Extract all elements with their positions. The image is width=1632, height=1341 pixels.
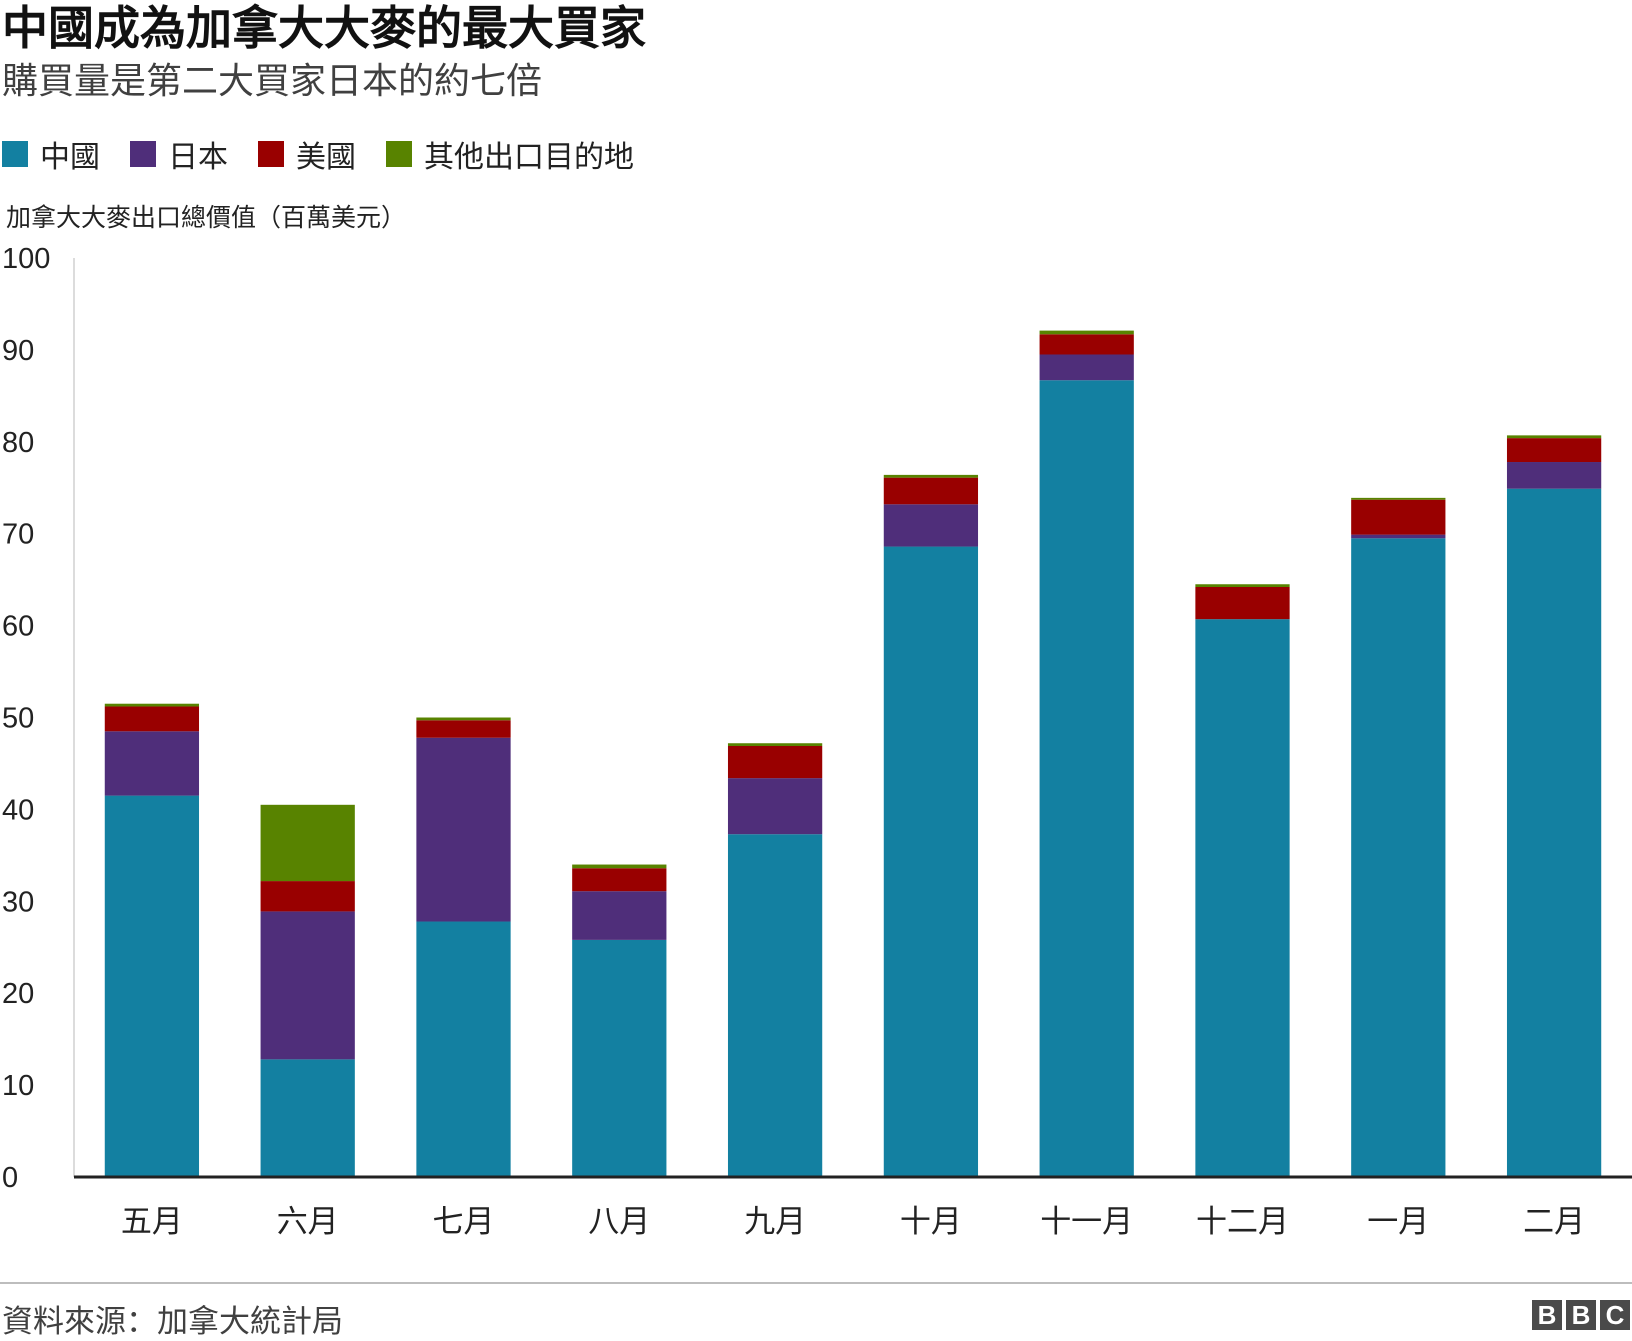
y-tick-label: 50 <box>2 703 34 735</box>
bar-segment-usa <box>416 720 511 738</box>
legend-swatch-japan <box>130 141 156 167</box>
bar-segment-usa <box>572 868 667 892</box>
bar-segment-japan <box>1039 354 1134 381</box>
y-tick-label: 10 <box>2 1070 34 1102</box>
bar-segment-china <box>104 795 200 1177</box>
bar-segment-usa <box>1351 499 1446 535</box>
bar-segment-japan <box>572 891 667 940</box>
legend-item-japan: 日本 <box>130 132 228 176</box>
y-tick-label: 80 <box>2 427 34 459</box>
bar-segment-japan <box>1351 534 1446 539</box>
bar-segment-china <box>260 1059 355 1177</box>
legend-item-china: 中國 <box>2 132 100 176</box>
x-tick-label: 十一月 <box>1040 1204 1133 1240</box>
legend-label-japan: 日本 <box>168 140 228 175</box>
bbc-logo: B B C <box>1532 1300 1630 1330</box>
y-tick-label: 30 <box>2 886 34 918</box>
footer-divider <box>0 1282 1632 1284</box>
bar-segment-japan <box>883 504 979 547</box>
y-tick-label: 20 <box>2 978 34 1010</box>
bar-segment-usa <box>104 706 200 732</box>
bbc-logo-letter: C <box>1600 1300 1630 1330</box>
x-tick-label: 六月 <box>277 1204 339 1240</box>
bar-segment-china <box>1039 380 1134 1177</box>
x-tick-label: 十二月 <box>1196 1204 1289 1240</box>
y-axis-label: 加拿大大麥出口總價值（百萬美元） <box>6 203 407 232</box>
bar-segment-china <box>1506 488 1602 1177</box>
bar-segment-japan <box>260 911 355 1060</box>
bar-segment-china <box>727 834 823 1177</box>
bar-segment-usa <box>727 745 823 779</box>
source-note: 資料來源：加拿大統計局 <box>2 1304 343 1340</box>
bar-segment-china <box>1351 538 1446 1177</box>
x-tick-label: 十月 <box>900 1204 962 1240</box>
bar-segment-other <box>260 804 355 882</box>
legend: 中國 日本 美國 其他出口目的地 <box>2 132 664 176</box>
bar-segment-china <box>883 546 979 1177</box>
bar-segment-usa <box>1195 587 1290 620</box>
legend-item-other: 其他出口目的地 <box>386 132 634 176</box>
bar-segment-japan <box>727 778 823 835</box>
x-tick-label: 二月 <box>1523 1204 1585 1240</box>
y-tick-label: 90 <box>2 335 34 367</box>
bar-segment-usa <box>1506 438 1602 463</box>
bar-segment-other <box>104 703 200 707</box>
bar-segment-china <box>416 921 511 1177</box>
bar-segment-other <box>416 717 511 721</box>
bar-segment-usa <box>1039 334 1134 355</box>
bar-segment-other <box>1351 497 1446 500</box>
y-tick-label: 70 <box>2 519 34 551</box>
stacked-bar-chart: 0 10 20 30 40 50 60 70 80 90 100 五月 六月 七月 八月 九月 十月 十一月 十二月… <box>2 243 1632 1240</box>
bar-segment-japan <box>416 737 511 922</box>
y-tick-label: 60 <box>2 611 34 643</box>
x-tick-label: 九月 <box>744 1204 806 1240</box>
x-tick-label: 八月 <box>588 1204 650 1240</box>
bar-segment-china <box>1195 619 1290 1177</box>
chart-subtitle: 購買量是第二大買家日本的約七倍 <box>2 61 543 102</box>
bar-segment-other <box>1506 435 1602 439</box>
bar-segment-usa <box>883 477 979 505</box>
legend-label-usa: 美國 <box>296 140 356 175</box>
bar-segment-other <box>727 743 823 746</box>
bar-segment-other <box>572 864 667 869</box>
bar-segment-china <box>572 939 667 1177</box>
bar-segment-japan <box>104 731 200 796</box>
legend-item-usa: 美國 <box>258 132 356 176</box>
y-tick-label: 0 <box>2 1162 18 1194</box>
y-tick-label: 40 <box>2 794 34 826</box>
bbc-logo-letter: B <box>1532 1300 1562 1330</box>
bbc-logo-letter: B <box>1566 1300 1596 1330</box>
x-tick-label: 七月 <box>433 1204 495 1240</box>
legend-swatch-usa <box>258 141 284 167</box>
legend-label-china: 中國 <box>40 140 100 175</box>
legend-swatch-china <box>2 141 28 167</box>
bar-segment-usa <box>260 881 355 912</box>
bar-segment-japan <box>1506 462 1602 489</box>
x-tick-label: 一月 <box>1367 1204 1429 1240</box>
legend-swatch-other <box>386 141 412 167</box>
legend-label-other: 其他出口目的地 <box>424 140 634 175</box>
x-tick-label: 五月 <box>121 1204 183 1240</box>
y-tick-label: 100 <box>2 243 50 275</box>
bar-segment-other <box>883 474 979 478</box>
chart-title: 中國成為加拿大大麥的最大買家 <box>2 1 646 55</box>
bar-segment-other <box>1195 584 1290 588</box>
bar-segment-other <box>1039 330 1134 335</box>
